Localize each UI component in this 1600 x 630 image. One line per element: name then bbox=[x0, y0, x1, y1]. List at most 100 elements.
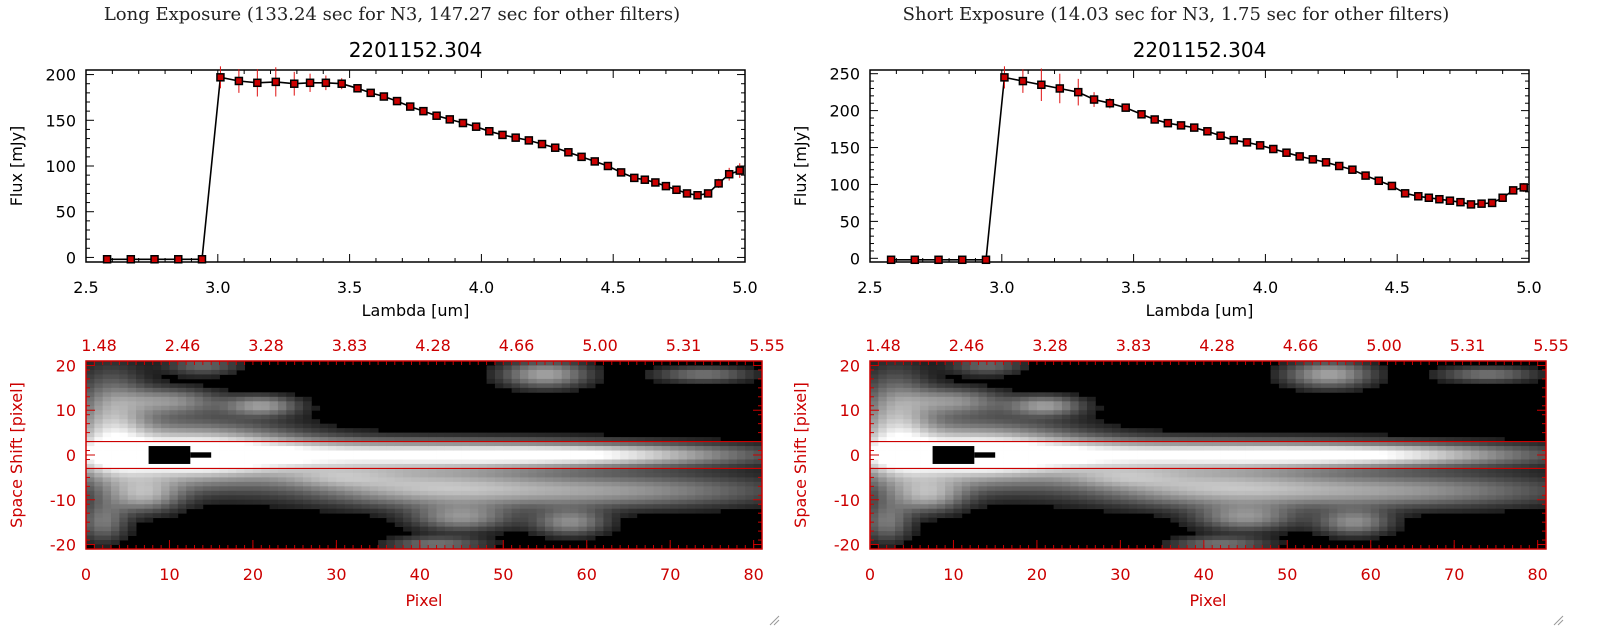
heatmap-cell bbox=[1237, 504, 1246, 510]
heatmap-cell bbox=[645, 374, 654, 380]
heatmap-cell bbox=[194, 383, 204, 389]
heatmap-cell bbox=[1203, 522, 1213, 528]
heatmap-cell bbox=[1362, 361, 1372, 366]
heatmap-cell bbox=[1128, 446, 1138, 451]
heatmap-cell bbox=[186, 468, 195, 474]
heatmap-cell bbox=[911, 513, 921, 519]
heatmap-cell bbox=[286, 450, 296, 456]
heatmap-cell bbox=[1162, 455, 1171, 460]
heatmap-cell bbox=[1020, 455, 1029, 460]
heatmap-cell bbox=[661, 369, 671, 375]
heatmap-cell bbox=[695, 459, 704, 465]
heatmap-cell bbox=[478, 526, 487, 532]
heatmap-cell bbox=[1187, 504, 1196, 510]
exposure-title: Long Exposure (133.24 sec for N3, 147.27… bbox=[103, 4, 681, 25]
heatmap-cell bbox=[570, 472, 579, 478]
heatmap-cell bbox=[394, 446, 404, 451]
heatmap-cell bbox=[486, 535, 496, 541]
heatmap-cell bbox=[1228, 468, 1238, 474]
heatmap-cell bbox=[1153, 499, 1163, 505]
heatmap-cell bbox=[436, 517, 446, 523]
heatmap-cell bbox=[745, 374, 755, 380]
heatmap-cell bbox=[920, 396, 929, 402]
heatmap-cell bbox=[1329, 468, 1338, 474]
heatmap-cell bbox=[1103, 450, 1113, 456]
data-point bbox=[682, 189, 692, 198]
heatmap-cell bbox=[570, 459, 579, 465]
heatmap-cell bbox=[428, 499, 437, 505]
heatmap-cell bbox=[1387, 495, 1397, 501]
heatmap-cell bbox=[119, 414, 129, 420]
heatmap-cell bbox=[294, 423, 304, 429]
heatmap-cell bbox=[1529, 477, 1539, 483]
heatmap-cell bbox=[528, 490, 538, 496]
heatmap-cell bbox=[177, 432, 187, 438]
heatmap-cell bbox=[1003, 455, 1013, 460]
heatmap-cell bbox=[1095, 504, 1105, 510]
heatmap-cell bbox=[219, 463, 229, 469]
heatmap-cell bbox=[1203, 504, 1213, 510]
heatmap-cell bbox=[878, 428, 888, 434]
heatmap-cell bbox=[1245, 450, 1255, 456]
heatmap-cell bbox=[1187, 446, 1196, 451]
heatmap-cell bbox=[586, 459, 596, 465]
heatmap-cell bbox=[1454, 486, 1463, 492]
heatmap-cell bbox=[1320, 378, 1330, 384]
heatmap-cell bbox=[1036, 486, 1046, 492]
y-tick-label: 0 bbox=[66, 248, 76, 267]
heatmap-cell bbox=[1429, 450, 1438, 456]
heatmap-cell bbox=[478, 446, 487, 451]
heatmap-cell bbox=[403, 495, 412, 501]
heatmap-cell bbox=[277, 450, 287, 456]
heatmap-cell bbox=[1362, 522, 1372, 528]
heatmap-cell bbox=[920, 414, 929, 420]
heatmap-cell bbox=[995, 414, 1004, 420]
heatmap-cell bbox=[1487, 499, 1497, 505]
heatmap-cell bbox=[1278, 378, 1288, 384]
heatmap-cell bbox=[1120, 441, 1130, 447]
heatmap-cell bbox=[628, 486, 638, 492]
heatmap-cell bbox=[1103, 486, 1113, 492]
heatmap-cell bbox=[461, 468, 471, 474]
heatmap-cell bbox=[478, 441, 487, 447]
heatmap-cell bbox=[328, 432, 337, 438]
heatmap-cell bbox=[611, 495, 621, 501]
heatmap-cell bbox=[86, 432, 95, 438]
heatmap-cell bbox=[86, 419, 95, 425]
resize-grip-icon[interactable] bbox=[768, 614, 780, 626]
heatmap-cell bbox=[1462, 378, 1472, 384]
heatmap-cell bbox=[1178, 437, 1188, 442]
heatmap-cell bbox=[903, 432, 913, 438]
heatmap-cell bbox=[995, 419, 1004, 425]
heatmap-cell bbox=[1036, 495, 1046, 501]
heatmap-cell bbox=[152, 481, 162, 487]
heatmap-cell bbox=[1195, 540, 1205, 545]
heatmap-cell bbox=[536, 441, 546, 447]
heatmap-cell bbox=[1320, 468, 1330, 474]
heatmap-cell bbox=[444, 517, 454, 523]
heatmap-cell bbox=[695, 463, 704, 469]
heatmap-cell bbox=[1295, 481, 1305, 487]
heatmap-cell bbox=[119, 432, 129, 438]
heatmap-cell bbox=[911, 486, 921, 492]
heatmap-cell bbox=[1162, 446, 1171, 451]
heatmap-cell bbox=[1053, 481, 1063, 487]
heatmap-cell bbox=[678, 504, 688, 510]
heatmap-cell bbox=[444, 504, 454, 510]
heatmap-cell bbox=[1162, 468, 1171, 474]
heatmap-cell bbox=[378, 490, 387, 496]
heatmap-cell bbox=[1337, 517, 1347, 523]
heatmap-cell bbox=[1253, 544, 1263, 550]
heatmap-cell bbox=[1462, 508, 1472, 514]
heatmap-cell bbox=[1112, 437, 1121, 442]
heatmap-cell bbox=[553, 441, 563, 447]
heatmap-cell bbox=[519, 517, 529, 523]
y-tick-label: -10 bbox=[50, 491, 76, 510]
heatmap-cell bbox=[1270, 499, 1280, 505]
heatmap-cell bbox=[219, 472, 229, 478]
heatmap-cell bbox=[553, 490, 563, 496]
heatmap-cell bbox=[1162, 495, 1171, 501]
heatmap-cell bbox=[1170, 544, 1180, 550]
heatmap-cell bbox=[686, 463, 696, 469]
heatmap-cell bbox=[1262, 531, 1271, 536]
